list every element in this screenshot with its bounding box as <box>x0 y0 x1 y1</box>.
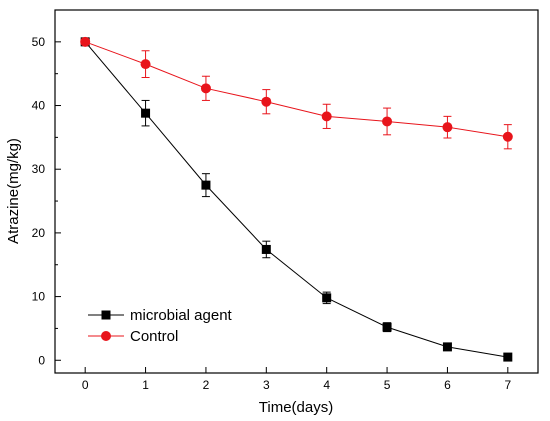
series-layer <box>80 36 513 362</box>
x-tick-label: 3 <box>263 378 270 392</box>
y-axis-title: Atrazine(mg/kg) <box>5 138 22 244</box>
legend: microbial agent Control <box>88 307 233 345</box>
data-point-microbial-agent <box>382 322 392 332</box>
data-point-microbial-agent <box>141 108 151 118</box>
y-tick-label: 50 <box>32 35 46 49</box>
x-tick-label: 7 <box>504 378 511 392</box>
data-point-control <box>200 83 211 94</box>
y-tick-label: 40 <box>32 99 46 113</box>
data-point-control <box>80 36 91 47</box>
data-point-control <box>442 122 453 133</box>
series-microbial-agent <box>80 37 513 362</box>
data-point-microbial-agent <box>503 352 513 362</box>
y-tick-label: 20 <box>32 226 46 240</box>
data-point-control <box>502 131 513 142</box>
y-tick-label: 30 <box>32 162 46 176</box>
y-tick-label: 10 <box>32 290 46 304</box>
plot-frame <box>54 9 539 374</box>
x-axis-title: Time(days) <box>259 399 333 416</box>
x-tick-label: 6 <box>444 378 451 392</box>
x-tick-label: 0 <box>82 378 89 392</box>
data-point-microbial-agent <box>322 293 332 303</box>
series-line-microbial-agent <box>84 41 508 358</box>
data-point-microbial-agent <box>261 244 271 254</box>
x-tick-label: 5 <box>384 378 391 392</box>
series-control <box>80 36 513 150</box>
data-point-control <box>321 111 332 122</box>
data-point-control <box>382 116 393 127</box>
legend-label-control: Control <box>130 328 178 345</box>
x-axis-ticks: 0 1 2 3 4 5 6 7 <box>82 367 511 392</box>
x-tick-label: 1 <box>142 378 149 392</box>
y-axis-ticks: 0 10 20 30 40 50 <box>32 35 61 367</box>
series-line-control <box>85 41 508 138</box>
x-tick-label: 2 <box>203 378 210 392</box>
legend-marker-microbial-agent <box>101 310 111 320</box>
legend-marker-control <box>101 331 111 341</box>
data-point-microbial-agent <box>442 342 452 352</box>
y-tick-label: 0 <box>38 353 45 367</box>
data-point-microbial-agent <box>201 180 211 190</box>
data-point-control <box>261 96 272 107</box>
legend-label-microbial-agent: microbial agent <box>130 307 233 324</box>
x-tick-label: 4 <box>323 378 330 392</box>
data-point-control <box>140 59 151 70</box>
